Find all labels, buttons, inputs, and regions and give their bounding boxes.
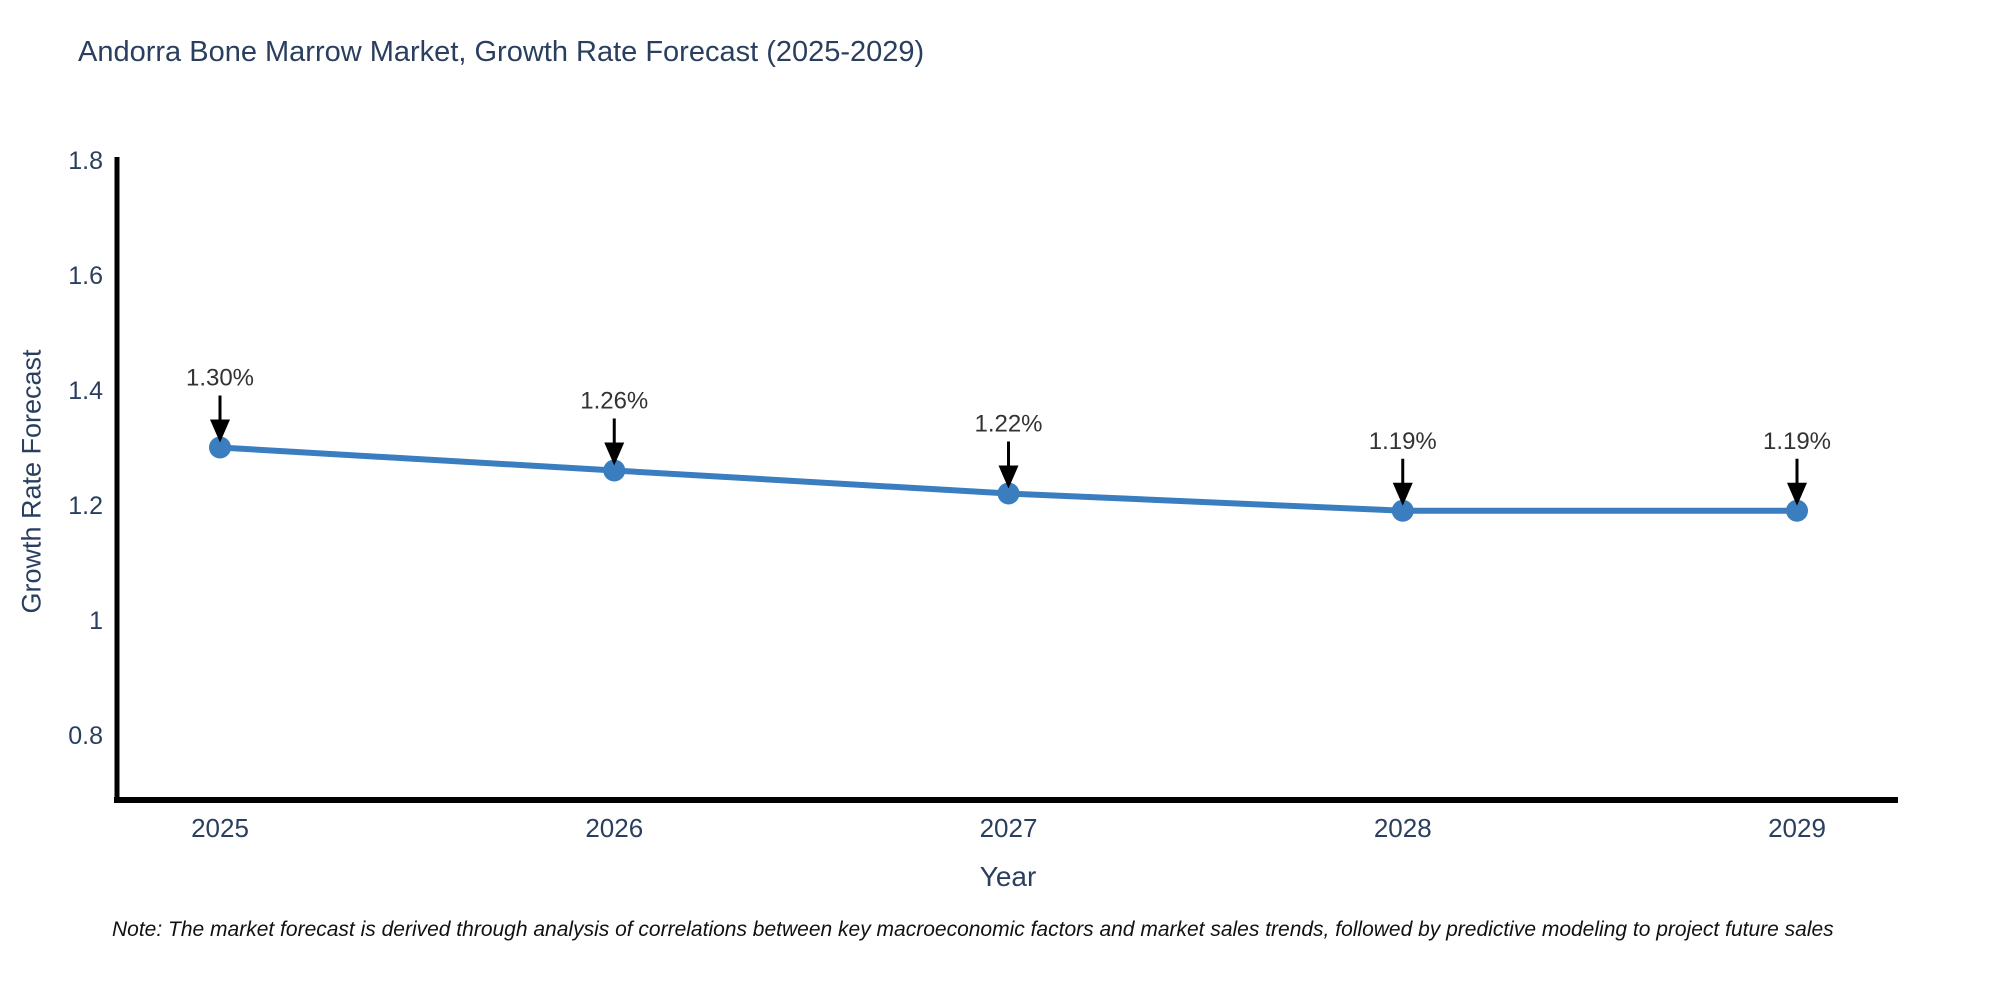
y-tick-label: 0.8 [68,722,103,750]
x-axis-title: Year [979,861,1037,892]
y-tick-label: 1 [89,607,103,635]
point-value-label: 1.22% [974,411,1042,438]
x-tick-label: 2029 [1768,813,1826,843]
annotation-arrowhead [1787,482,1807,506]
x-tick-label: 2027 [980,813,1038,843]
annotation-arrowhead [998,465,1019,489]
point-value-label: 1.19% [1369,428,1437,455]
data-point-marker [997,482,1020,505]
x-tick-label: 2026 [585,813,643,843]
data-point-marker [1786,499,1808,522]
annotation-arrowhead [604,442,625,466]
point-value-label: 1.26% [580,388,648,415]
y-tick-label: 1.2 [68,492,103,520]
y-tick-label: 1.8 [68,147,103,175]
y-tick-label: 1.4 [68,377,103,405]
point-value-label: 1.30% [186,365,254,392]
data-point-marker [209,436,231,459]
x-tick-label: 2028 [1374,813,1432,843]
chart-title: Andorra Bone Marrow Market, Growth Rate … [78,36,925,68]
annotation-arrowhead [210,419,230,443]
x-tick-label: 2025 [191,813,249,843]
point-value-label: 1.19% [1763,428,1831,455]
data-point-marker [1391,499,1414,522]
annotation-arrowhead [1392,482,1413,506]
footnote: Note: The market forecast is derived thr… [112,918,1834,941]
y-tick-label: 1.6 [68,262,103,290]
data-point-marker [603,459,626,482]
